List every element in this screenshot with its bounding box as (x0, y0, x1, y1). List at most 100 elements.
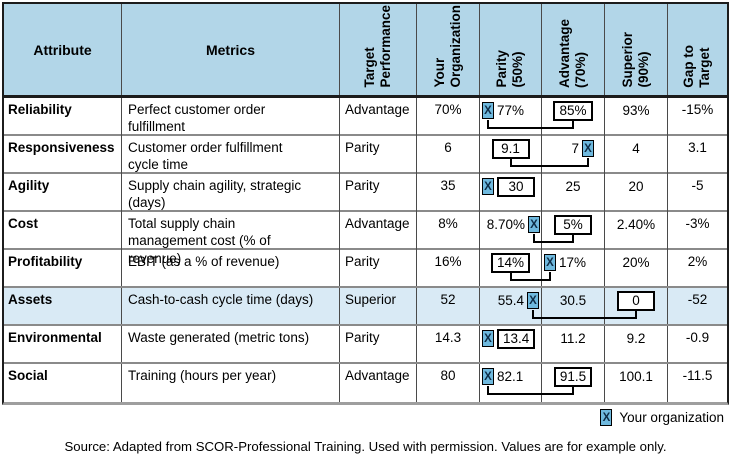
cell-target-performance: Advantage (340, 364, 417, 402)
cell-advantage: 11.2 (542, 326, 605, 362)
cell-attribute: Assets (4, 288, 122, 324)
cell-value: 20% (622, 255, 650, 270)
cell-parity: 55.4 X (480, 288, 542, 324)
col-header-attribute: Attribute (4, 4, 122, 95)
cell-gap-to-target: -5 (691, 178, 704, 193)
cell-metric: Waste generated (metric tons) (122, 326, 340, 362)
cell-metric: Supply chain agility, strategic (days) (122, 174, 340, 212)
your-org-marker-icon: X (527, 292, 539, 309)
rotated-header-text: Your Organization (431, 5, 463, 88)
connector-bracket (487, 386, 574, 395)
cell-advantage: 25 (542, 174, 605, 212)
cell-value: 25 (565, 179, 581, 194)
cell-gap-to-target: -15% (681, 102, 714, 117)
cell-advantage: 85% (542, 98, 605, 136)
cell-value: 4 (632, 141, 640, 156)
col-header-rotated-4: Superior (90%) (605, 4, 668, 95)
cell-target-performance: Superior (340, 288, 417, 324)
cell-gap-to-target: -11.5 (682, 368, 713, 383)
col-header-rotated-1: Your Organization (417, 4, 480, 95)
target-box-value: 5% (554, 215, 592, 235)
col-header-metrics: Metrics (122, 4, 340, 95)
cell-attribute: Profitability (4, 250, 122, 286)
table-row: Reliability Perfect customer order fulfil… (4, 98, 727, 136)
table-row: Agility Supply chain agility, strategic (… (4, 174, 727, 212)
rotated-header-text: Advantage (70%) (556, 18, 588, 88)
cell-target-performance: Advantage (340, 212, 417, 267)
connector-bracket (487, 120, 574, 129)
table-row: Social Training (hours per year) Advantage… (4, 364, 727, 402)
cell-superior: 2.40% (605, 212, 668, 267)
table-row: Environmental Waste generated (metric ton… (4, 326, 727, 364)
cell-superior: 100.1 (605, 364, 668, 402)
cell-parity: 9.1 (480, 136, 542, 174)
your-org-marker-icon: X (544, 254, 556, 271)
cell-value: 9.2 (626, 331, 646, 346)
cell-parity: X 77% (480, 98, 542, 136)
cell-attribute: Agility (4, 174, 122, 212)
cell-value: 8.70% (486, 217, 525, 232)
cell-target-performance: Parity (340, 326, 417, 362)
your-org-marker-icon: X (600, 409, 613, 426)
cell-your-organization: 6 (417, 136, 480, 174)
rotated-header-text: Superior (90%) (619, 32, 651, 88)
cell-value: 30.5 (559, 293, 587, 308)
cell-your-organization: 52 (417, 288, 480, 324)
cell-value: 7 (571, 141, 579, 156)
cell-metric: EBIT (as a % of revenue) (122, 250, 340, 286)
your-org-marker-icon: X (582, 140, 594, 157)
connector-bracket (532, 310, 637, 319)
cell-value: 20 (628, 179, 644, 194)
target-box-value: 30 (497, 177, 535, 197)
cell-attribute: Cost (4, 212, 122, 267)
table-row: Cost Total supply chain management cost (… (4, 212, 727, 267)
cell-advantage: 91.5 (542, 364, 605, 402)
your-org-marker-icon: X (482, 368, 494, 385)
cell-your-organization: 14.3 (417, 326, 480, 362)
cell-superior: 20 (605, 174, 668, 212)
cell-metric: Perfect customer order fulfillment (122, 98, 340, 136)
connector-bracket (509, 158, 589, 167)
rotated-header-text: Target Performance (361, 5, 393, 88)
col-header-rotated-0: Target Performance (340, 4, 417, 95)
cell-attribute: Reliability (4, 98, 122, 136)
cell-superior: 93% (605, 98, 668, 136)
cell-gap-to-target: -52 (687, 292, 708, 307)
cell-value: 100.1 (619, 369, 653, 384)
cell-value: 55.4 (497, 293, 524, 308)
cell-your-organization: 16% (417, 250, 480, 286)
col-header-rotated-2: Parity (50%) (480, 4, 542, 95)
cell-attribute: Responsiveness (4, 136, 122, 174)
cell-parity: X 82.1 (480, 364, 542, 402)
target-box-value: 85% (553, 101, 593, 121)
cell-superior: 0 (605, 288, 668, 324)
cell-parity: X 30 (480, 174, 542, 212)
target-box-value: 9.1 (491, 139, 530, 159)
rotated-header-text: Parity (50%) (494, 50, 526, 88)
cell-attribute: Environmental (4, 326, 122, 362)
source-note: Source: Adapted from SCOR-Professional T… (64, 439, 667, 454)
cell-value: 17% (559, 255, 587, 270)
table-row: Profitability EBIT (as a % of revenue) Par… (4, 250, 727, 288)
target-box-value: 13.4 (497, 329, 536, 349)
cell-target-performance: Parity (340, 136, 417, 174)
cell-target-performance: Parity (340, 250, 417, 286)
cell-superior: 9.2 (605, 326, 668, 362)
cell-parity: 8.70% X (480, 212, 542, 267)
your-org-marker-icon: X (482, 330, 494, 347)
cell-gap-to-target: -0.9 (685, 330, 710, 345)
scor-metrics-table: Attribute Metrics Target Performance Your O… (2, 2, 729, 405)
cell-metric: Total supply chain management cost (% of… (122, 212, 340, 267)
cell-value: 93% (622, 103, 650, 118)
legend-label: Your organization (619, 409, 724, 425)
cell-your-organization: 35 (417, 174, 480, 212)
table-row: Assets Cash-to-cash cycle time (days) Supe… (4, 288, 727, 326)
cell-advantage: 30.5 (542, 288, 605, 324)
your-org-marker-icon: X (482, 178, 494, 195)
cell-your-organization: 8% (417, 212, 480, 267)
col-header-rotated-5: Gap to Target (668, 4, 727, 95)
cell-superior: 20% (605, 250, 668, 286)
cell-your-organization: 70% (417, 98, 480, 136)
cell-your-organization: 80 (417, 364, 480, 402)
